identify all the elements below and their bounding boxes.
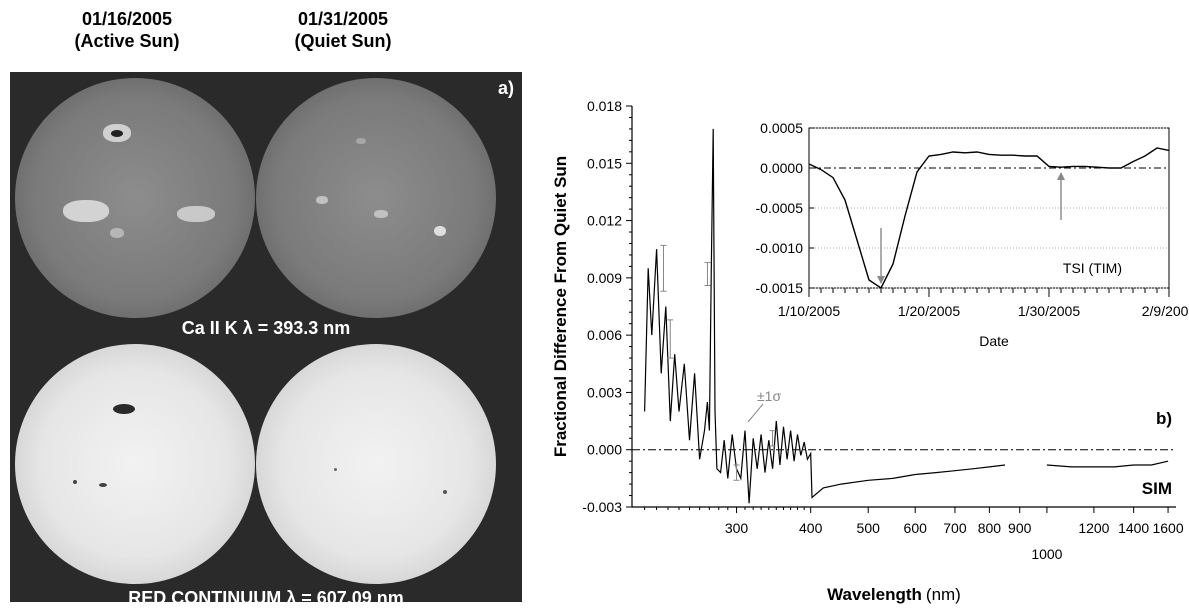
sigma-pointer [747, 403, 764, 423]
x-tick-label: 1400 [1118, 520, 1149, 536]
tsi-series-label: TSI (TIM) [1063, 260, 1122, 276]
quiet-state: (Quiet Sun) [294, 31, 392, 51]
y-tick-label: 0.018 [587, 98, 622, 114]
active-state: (Active Sun) [74, 31, 180, 51]
x-axis-title-main: Wavelength [827, 585, 922, 604]
tsi-line [808, 147, 1170, 290]
inset-x-tick-label: 2/9/2005 [1142, 303, 1189, 319]
ca-active-sun-image [15, 78, 255, 318]
sim-series-label: SIM [1142, 479, 1172, 498]
inset-y-tick-label: 0.0005 [760, 120, 803, 136]
red-quiet-sun-image [256, 344, 496, 584]
x-axis-title-unit: (nm) [926, 585, 961, 604]
y-tick-label: -0.003 [582, 499, 622, 515]
panel-b-label: b) [1156, 409, 1172, 428]
sim-spectrum-line [644, 128, 1169, 504]
x-tick-label: 700 [943, 520, 967, 536]
solar-images-panel: a) Ca II K λ = 393.3 nm RED CONTINUUM λ … [10, 72, 522, 608]
x-tick-label: 500 [857, 520, 881, 536]
y-tick-label: 0.015 [587, 155, 622, 171]
inset-x-tick-label: 1/20/2005 [898, 303, 960, 319]
y-axis-title: Fractional Difference From Quiet Sun [551, 156, 570, 457]
x-tick-label: 400 [799, 520, 823, 536]
main-chart: -0.003 0.000 0.003 0.006 0.009 0.012 0.015 0.01… [551, 98, 1184, 604]
inset-y-tick-label: -0.0010 [756, 240, 804, 256]
y-tick-label: 0.000 [587, 442, 622, 458]
ca-quiet-sun-image [256, 78, 496, 318]
x-tick-label: 1600 [1152, 520, 1183, 536]
y-tick-label: 0.012 [587, 213, 622, 229]
active-day-arrowhead [877, 276, 885, 284]
inset-y-tick-label: 0.0000 [760, 160, 803, 176]
x-tick-label: 300 [725, 520, 749, 536]
sigma-annotation: ±1σ [757, 388, 781, 404]
inset-x-tick-label: 1/10/2005 [778, 303, 840, 319]
x-tick-label: 1200 [1078, 520, 1109, 536]
date-header-active: 01/16/2005 (Active Sun) [37, 8, 217, 52]
panel-a-label: a) [497, 78, 514, 98]
x-axis-title: Wavelength (nm) [827, 585, 961, 604]
x-tick-label: 1000 [1031, 546, 1062, 562]
x-tick-label: 900 [1008, 520, 1032, 536]
inset-x-axis-title: Date [979, 333, 1009, 349]
inset-y-tick-label: -0.0005 [756, 200, 804, 216]
x-tick-label: 600 [904, 520, 928, 536]
red-active-sun-image [15, 344, 255, 584]
quiet-day-arrowhead [1057, 172, 1065, 180]
red-continuum-caption: RED CONTINUUM λ = 607.09 nm [128, 588, 404, 608]
y-tick-label: 0.009 [587, 270, 622, 286]
ca-ii-k-caption: Ca II K λ = 393.3 nm [181, 318, 351, 338]
x-tick-label: 800 [978, 520, 1002, 536]
date-header-quiet: 01/31/2005 (Quiet Sun) [253, 8, 433, 52]
active-date: 01/16/2005 [81, 9, 173, 29]
y-tick-label: 0.003 [587, 384, 622, 400]
inset-chart: 0.0005 0.0000 -0.0005 -0.0010 -0.0015 1/10/20… [756, 120, 1189, 349]
inset-x-tick-label: 1/30/2005 [1018, 303, 1080, 319]
inset-y-tick-label: -0.0015 [756, 280, 804, 296]
quiet-date: 01/31/2005 [297, 9, 389, 29]
y-tick-label: 0.006 [587, 327, 622, 343]
